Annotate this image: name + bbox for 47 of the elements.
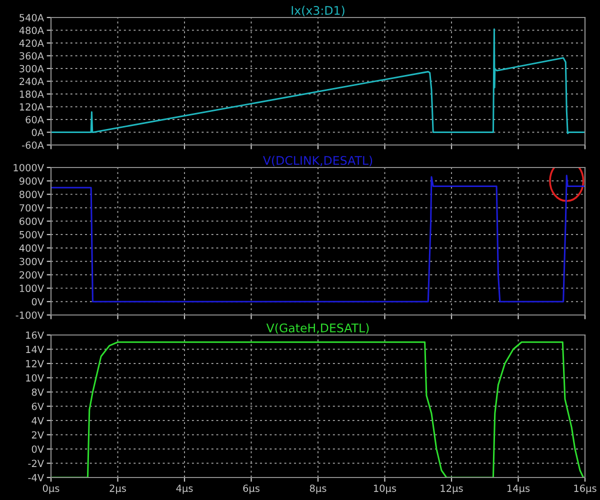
- y-tick-label: 6V: [32, 402, 44, 410]
- y-tick-label: 300A: [20, 64, 44, 72]
- y-tick-label: 4V: [32, 417, 44, 424]
- x-tick-label: 6µs: [243, 484, 260, 494]
- y-tick-label: 600V: [20, 218, 44, 225]
- x-tick-label: 0µs: [42, 484, 60, 494]
- x-tick-label: 14µs: [508, 484, 530, 494]
- y-tick-label: 14V: [26, 346, 44, 353]
- y-tick-label: 16V: [26, 331, 44, 339]
- x-tick-label: 16µs: [574, 484, 596, 494]
- y-tick-label: 540A: [20, 14, 44, 22]
- y-tick-label: -100V: [16, 311, 44, 319]
- y-tick-label: 2V: [32, 431, 44, 438]
- y-tick-label: 200V: [20, 271, 44, 279]
- x-tick-label: 10µs: [374, 484, 396, 494]
- x-tick-label: 8µs: [310, 484, 326, 494]
- chart-title: Ix(x3:D1): [292, 6, 344, 16]
- y-tick-label: 400V: [19, 244, 44, 252]
- y-tick-label: 100V: [20, 284, 44, 292]
- y-tick-label: 0V: [32, 298, 44, 306]
- x-tick-label: 4µs: [176, 484, 193, 494]
- y-tick-label: -60A: [22, 141, 44, 149]
- y-tick-label: 1000V: [14, 164, 44, 172]
- y-tick-label: -2V: [28, 460, 44, 467]
- y-tick-label: 120A: [20, 103, 44, 111]
- y-tick-label: 480A: [19, 26, 44, 34]
- y-tick-label: 800V: [20, 190, 44, 198]
- y-tick-label: 10V: [26, 374, 44, 382]
- line-series: [51, 28, 585, 134]
- y-tick-label: 240A: [20, 78, 44, 86]
- y-tick-label: 0V: [32, 445, 44, 453]
- y-tick-label: 8V: [32, 388, 44, 396]
- y-tick-label: 0A: [32, 128, 44, 136]
- chart-title: V(GateH,DESATL): [266, 323, 369, 334]
- chart-title: V(DCLINK,DESATL): [262, 156, 372, 166]
- y-tick-label: 500V: [20, 231, 44, 238]
- x-tick-label: 2µs: [110, 484, 126, 494]
- y-tick-label: 360A: [20, 52, 44, 60]
- y-tick-label: 900V: [19, 177, 44, 185]
- y-tick-label: 420A: [19, 39, 44, 47]
- y-tick-label: 60A: [26, 116, 44, 124]
- y-tick-label: 300V: [20, 258, 44, 266]
- x-tick-label: 12µs: [440, 484, 463, 494]
- y-tick-label: -4V: [28, 474, 44, 482]
- y-tick-label: 12V: [26, 360, 44, 368]
- y-tick-label: 700V: [20, 204, 44, 212]
- y-tick-label: 180A: [20, 90, 44, 98]
